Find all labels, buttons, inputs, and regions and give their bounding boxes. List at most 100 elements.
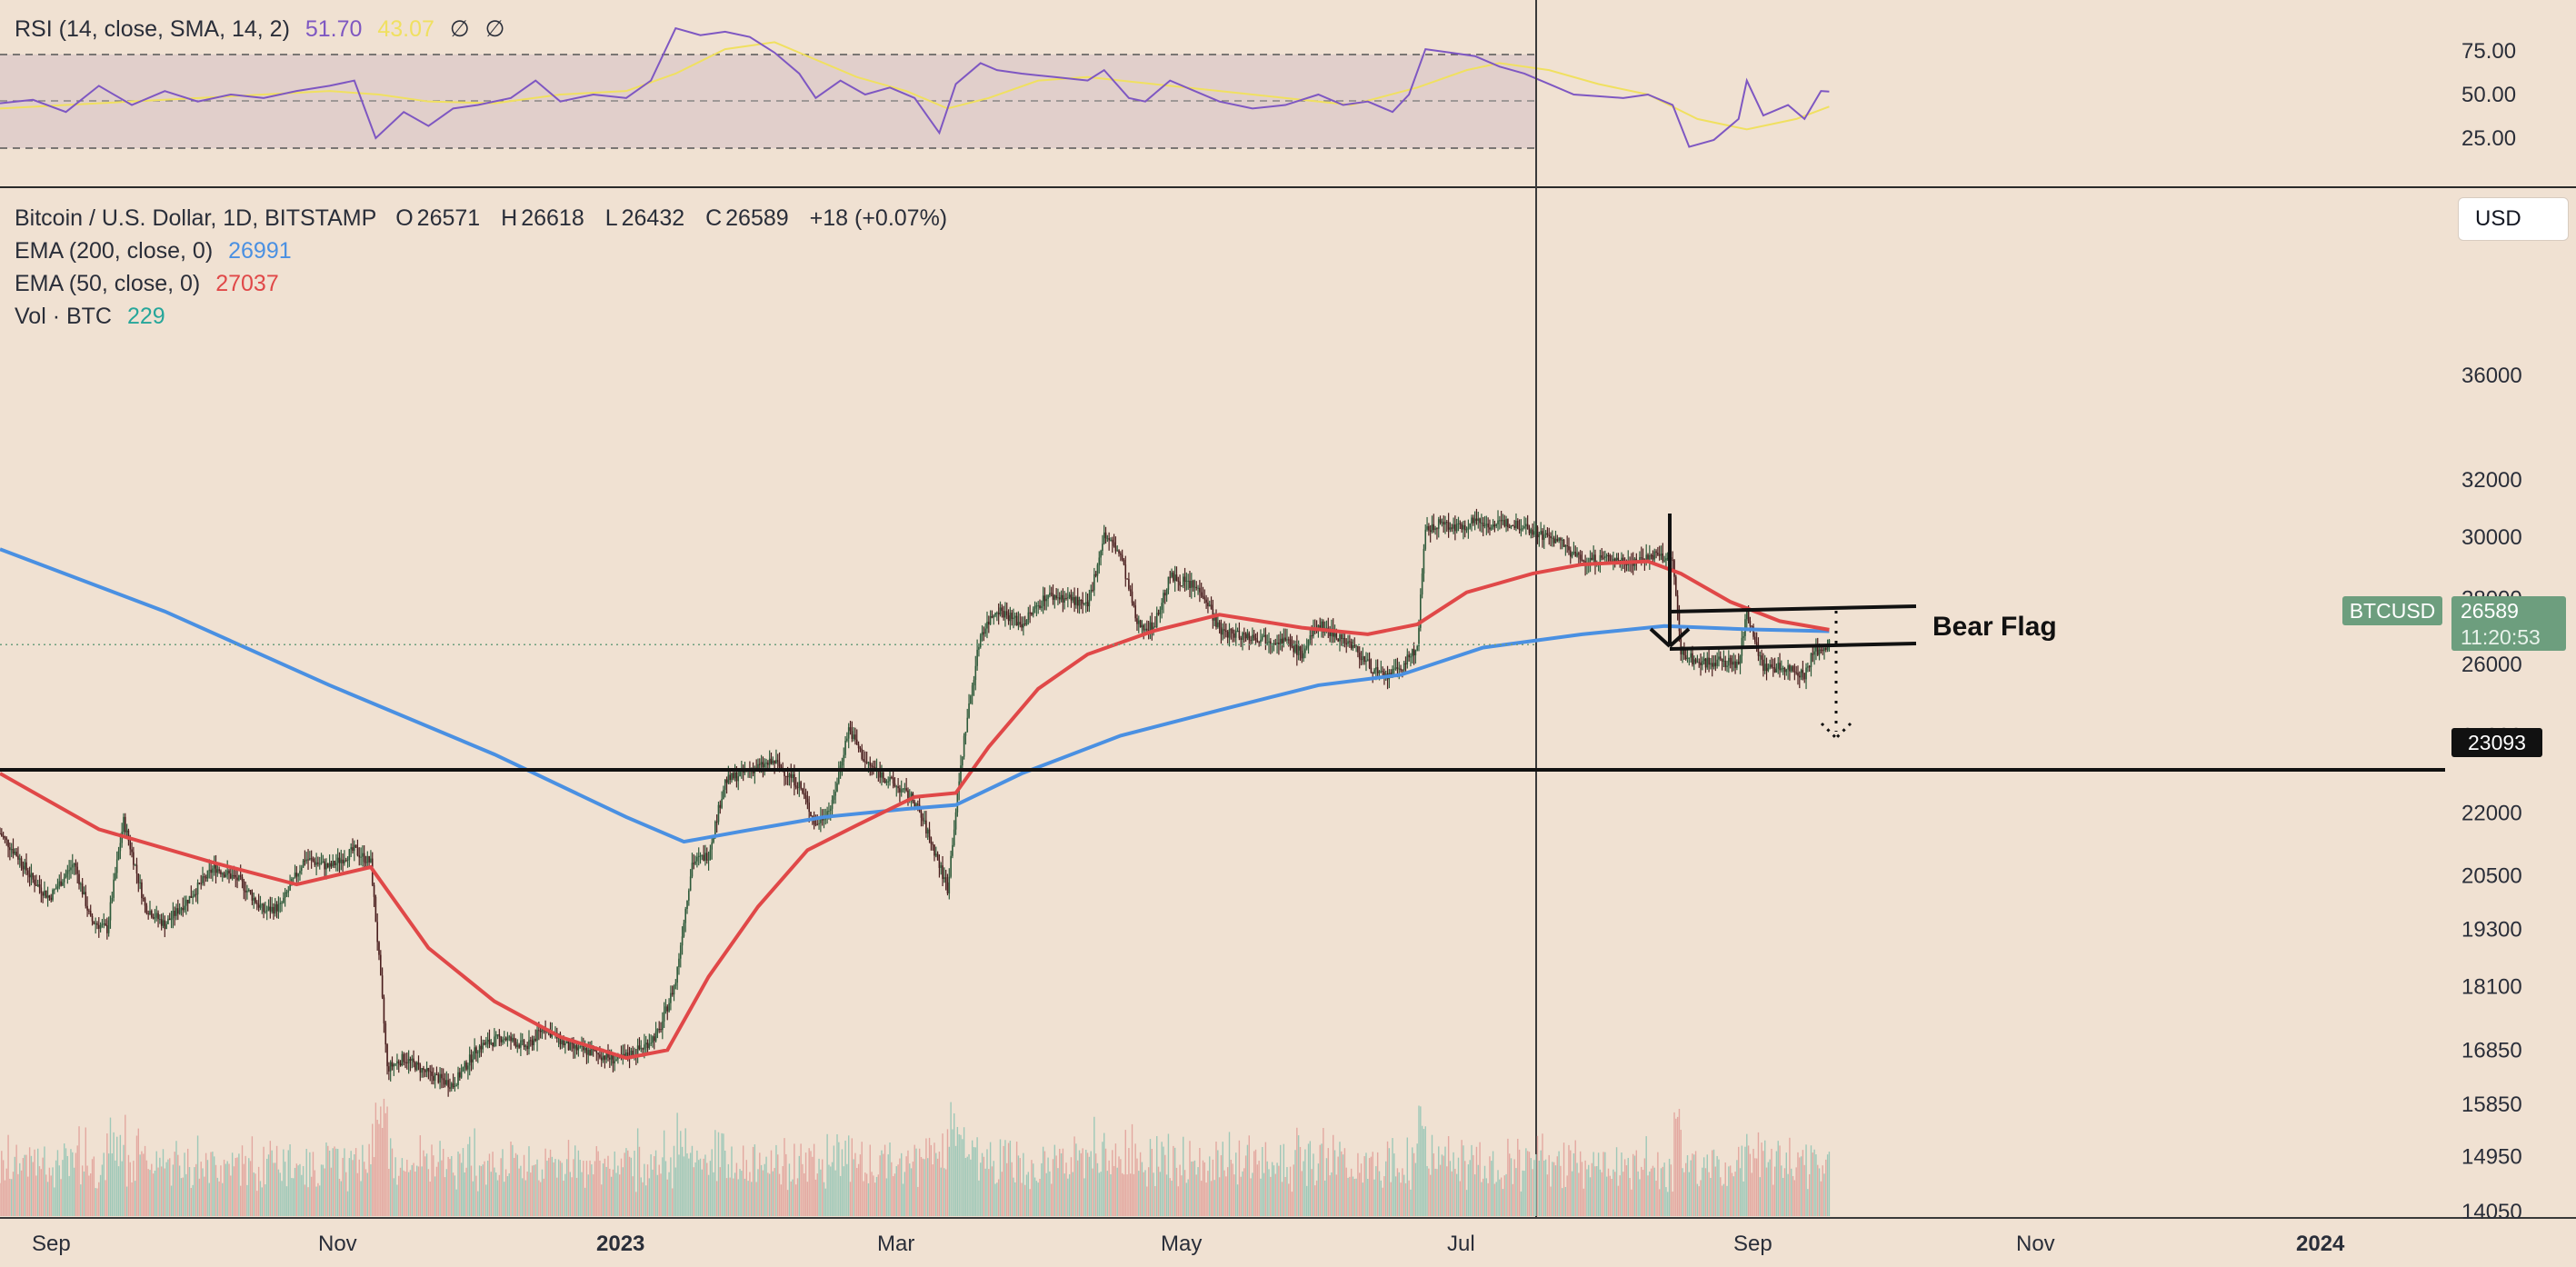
candle-body xyxy=(307,859,309,861)
candle-body xyxy=(1104,532,1107,539)
candle-body xyxy=(966,717,969,733)
price-axis[interactable]: 3600032000300002800026000240002200020500… xyxy=(2461,364,2522,1224)
volume-bar xyxy=(439,1141,441,1216)
candle-body xyxy=(413,1058,414,1062)
candle-body xyxy=(247,890,250,892)
candle-body xyxy=(1366,659,1369,661)
candle-body xyxy=(1108,538,1110,541)
volume-bar xyxy=(1777,1141,1779,1216)
volume-bar xyxy=(246,1184,248,1216)
volume-bar xyxy=(391,1148,394,1216)
candle-body xyxy=(454,1086,456,1088)
candle-body xyxy=(1033,605,1036,609)
candle-body xyxy=(450,1082,453,1089)
candle-body xyxy=(944,877,947,883)
candle-body xyxy=(1210,604,1213,610)
candle-body xyxy=(378,942,380,955)
volume-bar xyxy=(1349,1176,1351,1216)
candle-body xyxy=(778,762,781,767)
candle-body xyxy=(245,890,246,893)
candle-body xyxy=(732,773,734,779)
volume-bar xyxy=(1649,1171,1651,1216)
candle-body xyxy=(1777,663,1780,669)
volume-bar xyxy=(287,1150,289,1216)
volume-bar xyxy=(927,1158,929,1216)
volume-bar xyxy=(1217,1150,1219,1216)
candle-body xyxy=(1437,519,1440,529)
candle-body xyxy=(1106,538,1109,540)
volume-bar xyxy=(1233,1174,1235,1216)
volume-bar xyxy=(372,1123,374,1216)
candle-body xyxy=(942,865,944,880)
volume-bar xyxy=(1243,1168,1245,1216)
volume-bar xyxy=(1619,1175,1621,1216)
volume-bar xyxy=(962,1139,964,1216)
candle-body xyxy=(419,1064,422,1073)
volume-bar xyxy=(711,1149,713,1216)
candle-body xyxy=(1052,594,1054,600)
candle-body xyxy=(510,1036,512,1042)
candle-body xyxy=(1675,576,1677,596)
candle-body xyxy=(1098,557,1101,565)
volume-bar xyxy=(1319,1144,1321,1216)
candle-body xyxy=(1303,653,1304,659)
candle-body xyxy=(80,883,82,885)
candle-body xyxy=(167,918,169,924)
rsi-legend[interactable]: RSI (14, close, SMA, 14, 2) 51.70 43.07 … xyxy=(15,15,514,43)
currency-button[interactable]: USD xyxy=(2458,197,2569,241)
volume-bar xyxy=(930,1144,933,1216)
candle-body xyxy=(172,910,175,919)
time-axis[interactable]: Sep Nov 2023 Mar May Jul Sep Nov 2024 xyxy=(32,1232,2345,1256)
volume-legend[interactable]: Vol · BTC 229 xyxy=(15,304,175,330)
volume-bar xyxy=(607,1155,609,1216)
candle-body xyxy=(1398,668,1401,670)
ema200-legend[interactable]: EMA (200, close, 0) 26991 xyxy=(15,238,301,264)
volume-bar xyxy=(68,1175,70,1216)
volume-bar xyxy=(186,1148,189,1216)
candle-body xyxy=(724,779,726,790)
volume-bar xyxy=(1378,1171,1381,1216)
volume-bar xyxy=(747,1181,749,1216)
candle-body xyxy=(1278,642,1280,644)
volume-bar xyxy=(496,1180,499,1216)
candle-body xyxy=(1708,657,1710,665)
candle-body xyxy=(719,804,722,808)
volume-bar xyxy=(723,1133,724,1216)
volume-bar xyxy=(1297,1135,1300,1216)
symbol-legend[interactable]: Bitcoin / U.S. Dollar, 1D, BITSTAMP O 265… xyxy=(15,205,956,232)
candle-body xyxy=(221,873,224,874)
candle-body xyxy=(1479,518,1481,524)
volume-bar xyxy=(1604,1152,1606,1216)
volume-bar xyxy=(1082,1148,1083,1216)
candle-body xyxy=(257,903,260,908)
volume-bar xyxy=(1568,1144,1570,1216)
candle-body xyxy=(1169,576,1172,578)
volume-bar xyxy=(437,1162,439,1216)
volume-bar xyxy=(15,1144,17,1216)
candle-body xyxy=(141,882,143,899)
volume-bar xyxy=(160,1166,163,1216)
volume-bar xyxy=(625,1148,627,1216)
candle-body xyxy=(20,858,23,866)
time-tick-label: Sep xyxy=(32,1232,71,1256)
volume-bar xyxy=(765,1156,767,1216)
candle-body xyxy=(1131,591,1133,604)
volume-bar xyxy=(1390,1182,1392,1216)
candle-body xyxy=(42,893,44,896)
candle-body xyxy=(820,817,822,823)
volume-bar xyxy=(755,1182,757,1216)
candle-body xyxy=(449,1087,451,1089)
volume-bar xyxy=(98,1182,100,1216)
candle-body xyxy=(180,907,183,911)
volume-bar xyxy=(1535,1153,1537,1216)
candle-body xyxy=(1067,597,1069,599)
volume-bar xyxy=(415,1165,418,1216)
candle-body xyxy=(1467,527,1470,530)
volume-bar xyxy=(325,1142,327,1216)
candle-body xyxy=(1304,648,1306,653)
ema50-legend[interactable]: EMA (50, close, 0) 27037 xyxy=(15,271,288,297)
volume-bar xyxy=(1599,1169,1602,1216)
candle-body xyxy=(236,877,238,881)
